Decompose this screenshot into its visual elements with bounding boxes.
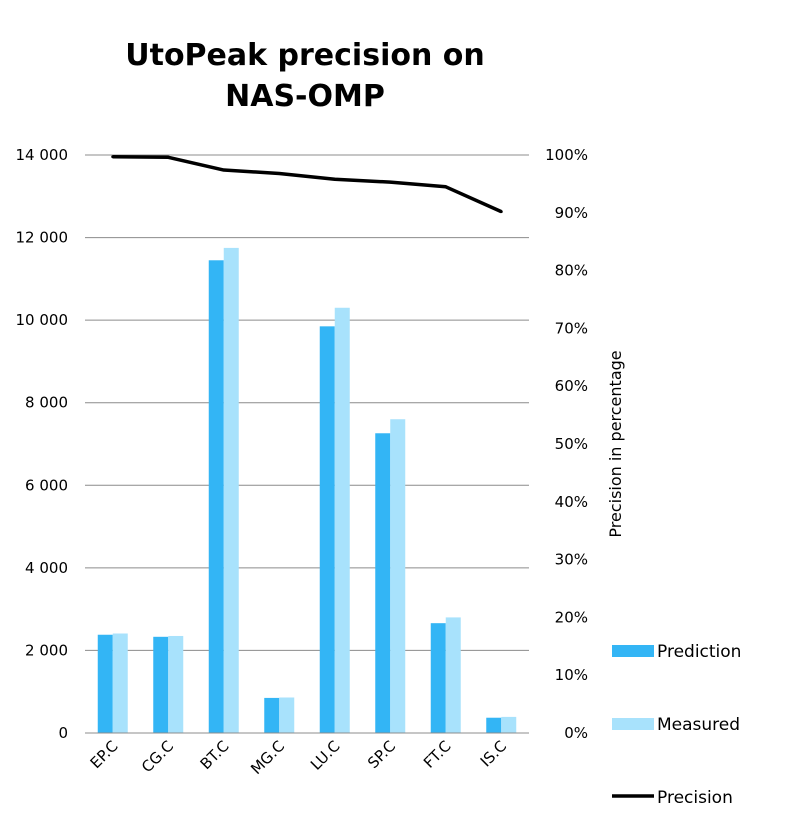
bar-prediction-sp-c (375, 433, 391, 733)
y2-axis-ticks: 0% 10% 20% 30% 40% 50% 60% 70% 80% 90% 100% (545, 146, 588, 742)
legend-label-prediction: Prediction (657, 642, 741, 662)
precision-point (277, 171, 281, 175)
bar-prediction-lu-c (319, 326, 335, 733)
y2-tick-label: 70% (555, 319, 588, 337)
precision-point (111, 155, 115, 159)
y-tick-label: 2 000 (25, 641, 68, 659)
chart-title-line2: NAS-OMP (225, 79, 385, 114)
x-tick-label: CG.C (138, 737, 177, 776)
bar-measured-cg-c (168, 635, 184, 733)
bar-measured-sp-c (390, 419, 406, 733)
legend-label-measured: Measured (657, 715, 740, 735)
y-tick-label: 6 000 (25, 476, 68, 494)
y2-tick-label: 60% (555, 377, 588, 395)
bar-measured-ep-c (112, 633, 128, 733)
x-tick-label: SP.C (364, 737, 399, 772)
bar-measured-lu-c (334, 307, 350, 733)
precision-point (444, 185, 448, 189)
x-tick-label: EP.C (87, 737, 122, 772)
x-tick-label: IS.C (477, 737, 510, 770)
precision-point (166, 155, 170, 159)
y2-tick-label: 0% (564, 724, 588, 742)
precision-point (499, 210, 503, 214)
legend-swatch-prediction (612, 645, 654, 657)
y-tick-label: 10 000 (16, 311, 69, 329)
y2-tick-label: 40% (555, 493, 588, 511)
x-tick-label: LU.C (307, 737, 344, 774)
y-tick-label: 0 (58, 724, 68, 742)
chart-title-line1: UtoPeak precision on (125, 38, 485, 73)
precision-point (222, 168, 226, 172)
legend-swatch-measured (612, 718, 654, 730)
legend: Prediction Measured Precision (612, 642, 741, 808)
y2-tick-label: 10% (555, 666, 588, 684)
y-tick-label: 8 000 (25, 394, 68, 412)
y2-tick-label: 100% (545, 146, 588, 164)
x-tick-label: MG.C (247, 737, 288, 778)
gridlines (85, 154, 529, 651)
bar-prediction-bt-c (208, 260, 224, 733)
bar-measured-bt-c (223, 247, 239, 733)
y-tick-label: 4 000 (25, 559, 68, 577)
x-axis-ticks: EP.C CG.C BT.C MG.C LU.C SP.C FT.C IS.C (87, 737, 510, 778)
precision-line (111, 154, 503, 214)
y2-tick-label: 80% (555, 262, 588, 280)
precision-point (388, 180, 392, 184)
bar-prediction-is-c (486, 717, 502, 733)
bar-measured-ft-c (445, 617, 461, 733)
y2-tick-label: 20% (555, 608, 588, 626)
bar-prediction-ep-c (97, 634, 113, 733)
y-axis-ticks: 0 2 000 4 000 6 000 8 000 10 000 12 000 14 000 (16, 146, 69, 742)
bar-measured-mg-c (279, 697, 295, 733)
bar-prediction-mg-c (264, 697, 280, 733)
precision-series-line (112, 154, 502, 214)
y-tick-label: 14 000 (16, 146, 69, 164)
bar-prediction-cg-c (153, 636, 169, 733)
bars (97, 247, 517, 733)
y2-tick-label: 50% (555, 435, 588, 453)
y2-tick-label: 90% (555, 204, 588, 222)
y-tick-label: 12 000 (16, 229, 69, 247)
precision-point (333, 177, 337, 181)
x-tick-label: BT.C (197, 737, 233, 773)
bar-prediction-ft-c (430, 623, 446, 733)
x-tick-label: FT.C (420, 737, 455, 772)
bar-measured-is-c (501, 716, 517, 733)
legend-label-precision: Precision (657, 788, 733, 808)
y2-tick-label: 30% (555, 551, 588, 569)
y2-axis-label: Precision in percentage (606, 350, 625, 537)
